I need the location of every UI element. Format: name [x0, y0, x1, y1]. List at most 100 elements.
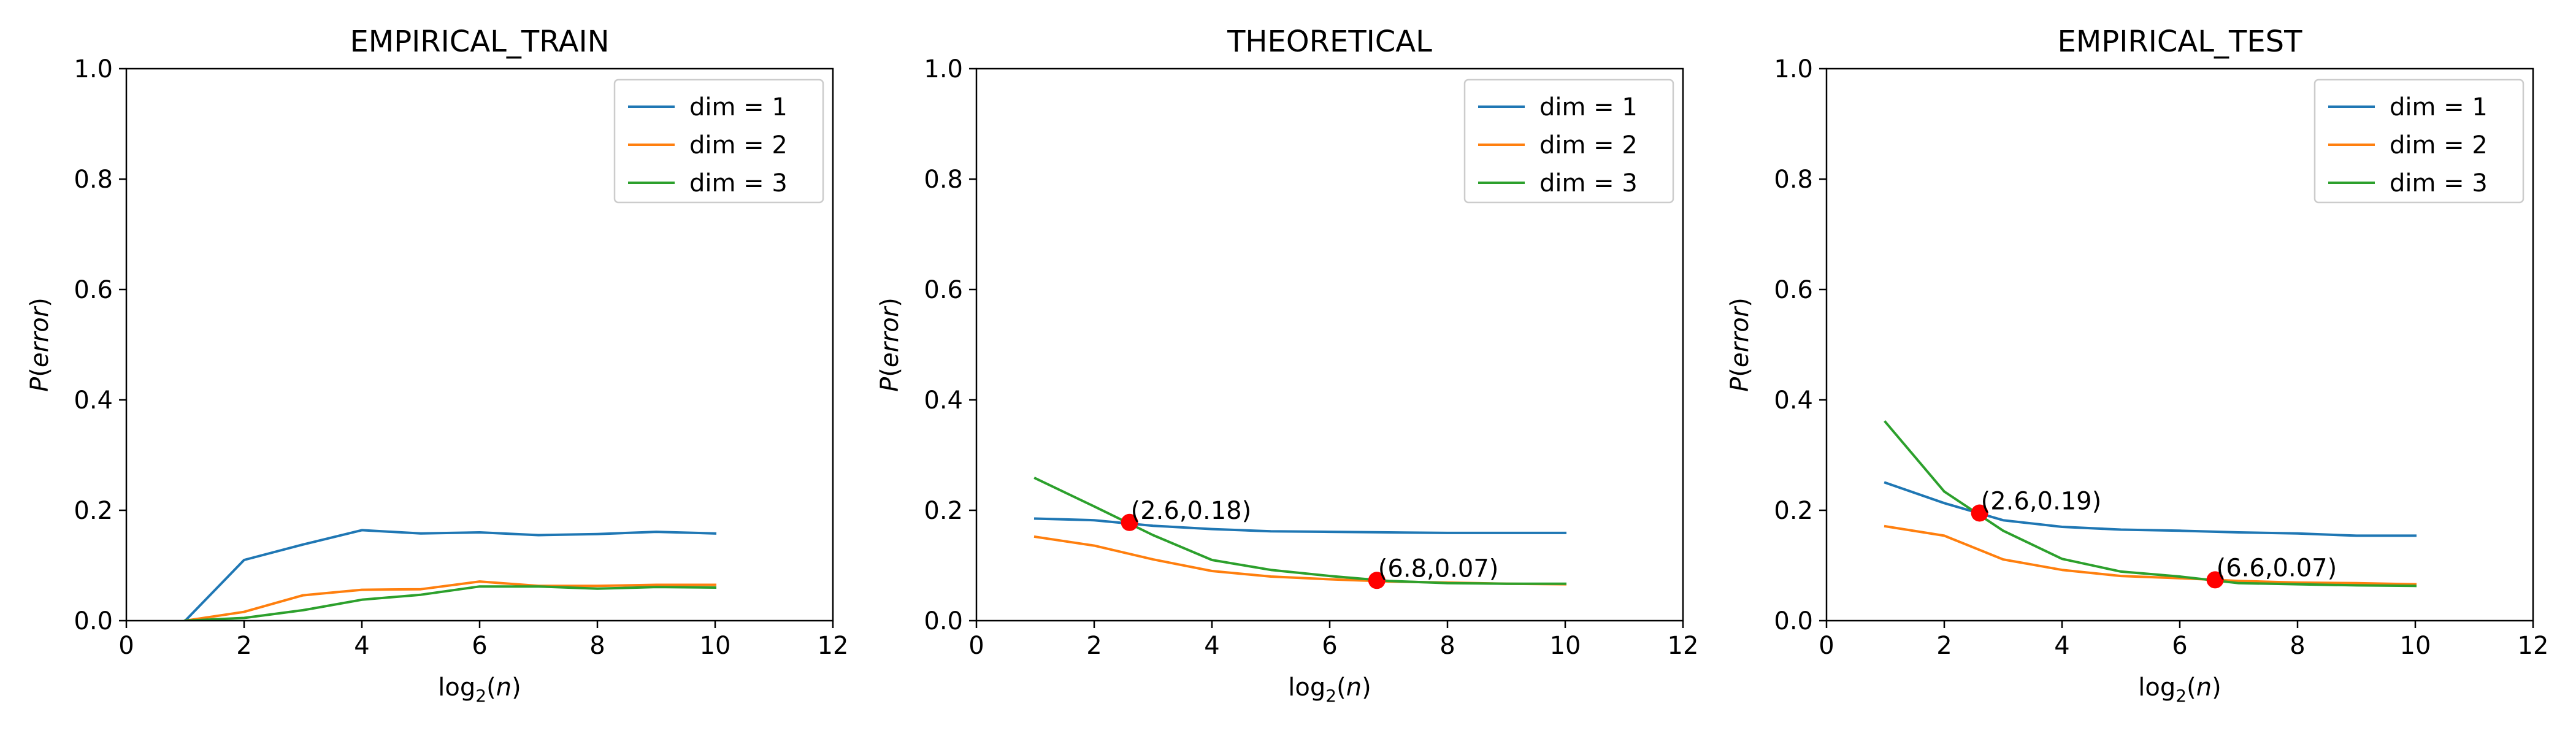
legend: dim = 1 dim = 2 dim = 3 — [613, 79, 824, 204]
point-annotation-2: (6.8,0.07) — [1378, 554, 1499, 583]
legend-label-dim-1: dim = 1 — [689, 93, 788, 121]
x-tick-label: 8 — [1439, 632, 1455, 660]
x-tick-label: 8 — [589, 632, 605, 660]
y-tick-label: 0.6 — [1774, 276, 1813, 304]
x-axis-title-var: n — [1346, 673, 1362, 702]
x-tick-label: 12 — [1668, 632, 1699, 660]
legend: dim = 1 dim = 2 dim = 3 — [2313, 79, 2524, 204]
chart-panel-3: EMPIRICAL_TEST (2.6,0.19) (6.6,0.07) 0 2 4 6 8 1… — [1726, 25, 2548, 706]
legend-label-dim-2: dim = 2 — [2390, 131, 2488, 159]
x-axis-title-close: ) — [2212, 673, 2221, 702]
y-tick-label: 0.0 — [924, 607, 963, 635]
x-tick-label: 10 — [2400, 632, 2431, 660]
highlight-point-2 — [2206, 571, 2224, 589]
y-axis-title-open: ( — [1726, 367, 1754, 377]
series-line-dim-1 — [183, 529, 717, 621]
y-tick-label: 0.6 — [924, 276, 963, 304]
legend-label-dim-1: dim = 1 — [1539, 93, 1638, 121]
highlight-point-2 — [1368, 572, 1386, 589]
panel-title: EMPIRICAL_TRAIN — [350, 25, 609, 59]
y-tick-label: 0.2 — [1774, 497, 1813, 525]
legend-label-dim-3: dim = 3 — [689, 169, 788, 197]
x-axis-title-var: n — [2196, 673, 2212, 702]
legend-box — [613, 79, 824, 204]
x-axis-title-close: ) — [1362, 673, 1371, 702]
y-axis-title-close: ) — [876, 297, 904, 307]
x-tick-label: 8 — [2290, 632, 2305, 660]
x-axis-title-subscript: 2 — [1325, 686, 1336, 706]
point-annotation-1: (2.6,0.18) — [1131, 497, 1252, 525]
y-axis-title-arg: error — [876, 305, 904, 367]
y-axis-title-close: ) — [26, 297, 54, 307]
legend-label-dim-2: dim = 2 — [1539, 131, 1638, 159]
y-tick-label: 0.0 — [74, 607, 113, 635]
series-line-dim-1 — [1884, 481, 2417, 537]
legend-label-dim-3: dim = 3 — [2390, 169, 2488, 197]
y-tick-label: 0.6 — [74, 276, 113, 304]
y-axis-title-var: P — [876, 377, 904, 392]
panel-title: THEORETICAL — [1227, 25, 1432, 59]
x-tick-label: 6 — [1322, 632, 1337, 660]
point-annotation-1: (2.6,0.19) — [1981, 488, 2102, 516]
x-tick-label: 4 — [1204, 632, 1219, 660]
x-axis-title-prefix: log — [2138, 673, 2175, 702]
y-axis-title: P(error) — [1726, 297, 1754, 392]
series-line-dim-1 — [1033, 517, 1566, 534]
legend-label-dim-2: dim = 2 — [689, 131, 788, 159]
y-axis-title-arg: error — [1726, 305, 1754, 367]
legend-label-dim-1: dim = 1 — [2390, 93, 2488, 121]
y-tick-label: 0.2 — [924, 497, 963, 525]
series-line-dim-2 — [183, 580, 716, 621]
legend-box — [2313, 79, 2524, 204]
y-tick-label: 0.4 — [924, 386, 963, 415]
chart-panel-1: EMPIRICAL_TRAIN 0 2 4 6 8 10 12 0.0 0.2 0.4 0.6 0.8 1… — [26, 25, 848, 706]
x-axis-title: log2(n) — [2138, 673, 2221, 706]
x-axis-title-subscript: 2 — [2175, 686, 2187, 706]
legend: dim = 1 dim = 2 dim = 3 — [1463, 79, 1674, 204]
y-tick-label: 0.4 — [1774, 386, 1813, 415]
chart-panel-2: THEORETICAL (2.6,0.18) (6.8,0.07) 0 2 4 6 8 10 12… — [876, 25, 1698, 706]
y-tick-label: 0.4 — [74, 386, 113, 415]
x-axis-title-open: ( — [486, 673, 496, 702]
x-tick-label: 2 — [1086, 632, 1102, 660]
x-tick-label: 12 — [818, 632, 849, 660]
x-axis-title-open: ( — [1336, 673, 1346, 702]
x-axis-title-close: ) — [512, 673, 521, 702]
x-axis-title-prefix: log — [1288, 673, 1325, 702]
series-lines — [183, 529, 717, 621]
y-tick-label: 1.0 — [74, 55, 113, 83]
y-axis-title-var: P — [26, 377, 54, 392]
y-axis-title-open: ( — [26, 367, 54, 377]
y-axis-title-open: ( — [876, 367, 904, 377]
x-tick-label: 6 — [2172, 632, 2187, 660]
y-tick-label: 0.2 — [74, 497, 113, 525]
x-tick-label: 6 — [472, 632, 487, 660]
y-tick-label: 1.0 — [924, 55, 963, 83]
x-axis-title: log2(n) — [438, 673, 521, 706]
x-axis-title-prefix: log — [438, 673, 475, 702]
x-tick-label: 2 — [1936, 632, 1952, 660]
legend-label-dim-3: dim = 3 — [1539, 169, 1638, 197]
y-tick-label: 0.0 — [1774, 607, 1813, 635]
x-tick-label: 0 — [1819, 632, 1834, 660]
highlight-point-1 — [1971, 504, 1988, 522]
x-axis-title: log2(n) — [1288, 673, 1371, 706]
x-tick-label: 2 — [236, 632, 251, 660]
x-tick-label: 0 — [968, 632, 984, 660]
series-line-dim-3 — [183, 585, 717, 621]
series-line-dim-2 — [1884, 524, 2417, 586]
y-axis-title-close: ) — [1726, 297, 1754, 307]
panel-title: EMPIRICAL_TEST — [2058, 25, 2303, 59]
y-tick-label: 0.8 — [74, 166, 113, 194]
legend-box — [1463, 79, 1674, 204]
y-axis-title: P(error) — [876, 297, 904, 392]
x-tick-label: 10 — [700, 632, 731, 660]
y-axis-title: P(error) — [26, 297, 54, 392]
x-tick-label: 10 — [1550, 632, 1581, 660]
x-axis-title-subscript: 2 — [475, 686, 486, 706]
y-tick-label: 0.8 — [924, 166, 963, 194]
x-tick-label: 12 — [2518, 632, 2549, 660]
x-axis-title-var: n — [496, 673, 512, 702]
y-axis-title-arg: error — [26, 305, 54, 367]
